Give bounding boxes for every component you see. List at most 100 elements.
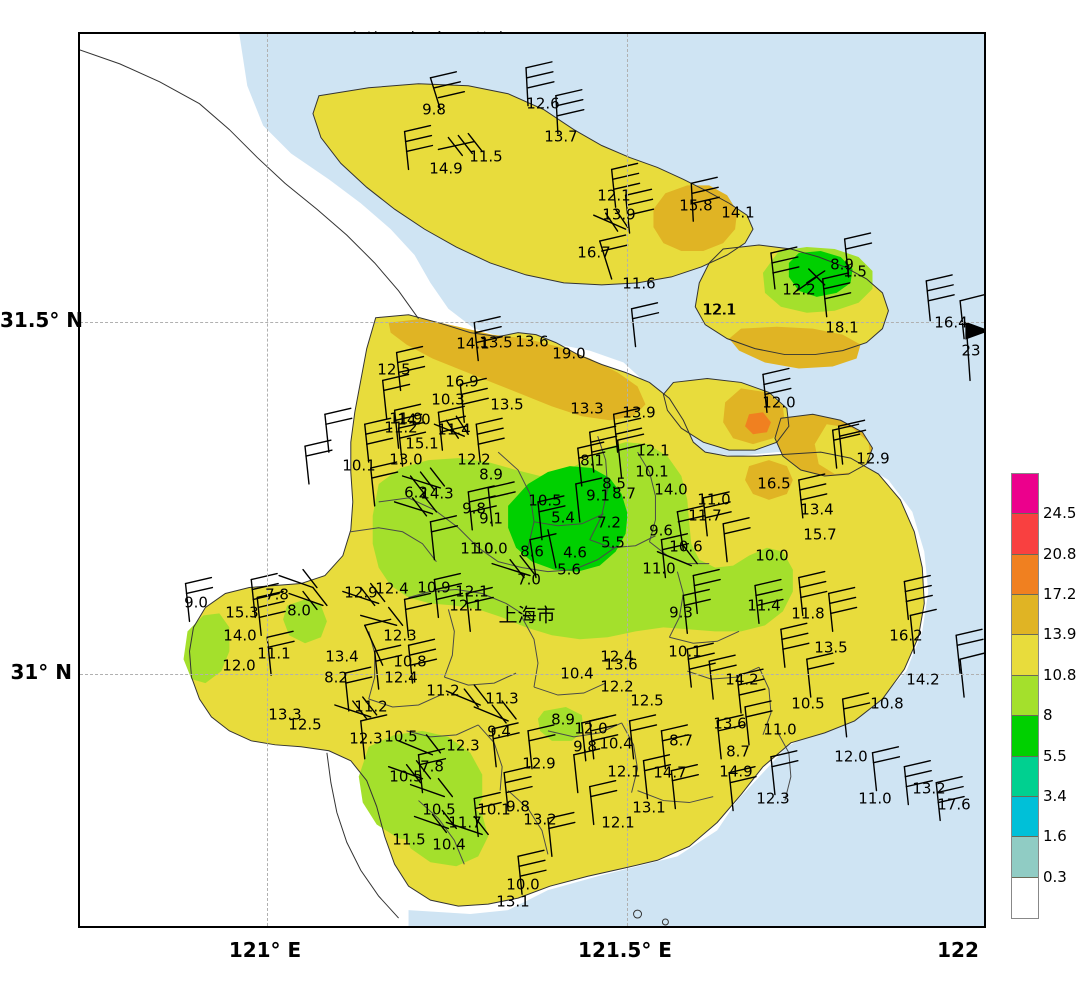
- wind-barb: [393, 403, 423, 449]
- station-value: 10.5: [384, 727, 418, 746]
- station-value: 13.9: [602, 205, 636, 224]
- wind-barb: [610, 162, 641, 208]
- station-value: 8.7: [612, 484, 636, 503]
- wind-barb: [437, 132, 483, 157]
- station-value: 10.0: [474, 539, 508, 558]
- city-label-shanghai: 上海市: [498, 604, 556, 627]
- wind-barb: [360, 606, 404, 627]
- wind-barb: [360, 714, 388, 760]
- station-value: 9.0: [184, 593, 208, 612]
- station-value: 10.5: [791, 694, 825, 713]
- wind-barb: [409, 777, 454, 798]
- wind-barb: [686, 642, 716, 688]
- station-value: 8.7: [726, 742, 750, 761]
- wind-barb-flag: [965, 321, 984, 382]
- wind-barb: [722, 517, 751, 563]
- map-plot-area[interactable]: 9.8 12.6 13.7 11.5 14.9 12.1 13.9 15.8 14.1 16.7 1…: [78, 32, 986, 928]
- station-value: 11.6: [622, 274, 656, 293]
- wind-band-8-10.8-west2: [283, 599, 327, 644]
- station-value: 11.0: [763, 720, 797, 739]
- colorbar-band: [1012, 837, 1038, 878]
- wind-barb: [364, 417, 394, 463]
- station-value: 11.4: [437, 420, 471, 439]
- station-value: 12.0: [222, 656, 256, 675]
- station-value: 12.0: [834, 747, 868, 766]
- station-value: 13.9: [622, 403, 656, 422]
- colorbar-band: [1012, 796, 1038, 838]
- colorbar-tick-label: 17.2: [1043, 585, 1077, 604]
- wind-barb: [682, 588, 711, 635]
- station-value: 10.5: [422, 800, 456, 819]
- station-value: 10.8: [393, 652, 427, 671]
- station-value: 14.2: [906, 670, 940, 689]
- station-value: 6.2: [404, 483, 428, 502]
- station-value: 9.4: [487, 722, 511, 741]
- station-value: 11.0: [460, 539, 494, 558]
- station-value: 1.5: [843, 262, 867, 281]
- wind-barb: [909, 608, 937, 654]
- station-value: 18.1: [825, 318, 859, 337]
- colorbar[interactable]: [1011, 473, 1039, 919]
- wind-band-8-10.8-east: [651, 577, 706, 628]
- wind-barb: [473, 700, 517, 724]
- station-value: 7.8: [265, 585, 289, 604]
- station-value: 13.7: [544, 127, 578, 146]
- wind-band-8-10.8-small-s: [537, 706, 584, 741]
- station-value: 10.1: [477, 800, 511, 819]
- wind-barb: [837, 419, 867, 465]
- station-value: 11.0: [858, 789, 892, 808]
- wind-barb: [417, 748, 447, 794]
- station-value: 8.9: [830, 255, 854, 274]
- wind-barb: [465, 586, 494, 633]
- station-value: 12.4: [600, 647, 634, 666]
- wind-barb: [642, 754, 672, 800]
- station-value: 10.1: [635, 462, 669, 481]
- wind-band-chongming: [312, 83, 754, 285]
- wind-barb: [630, 302, 660, 348]
- wind-barb: [491, 722, 520, 768]
- station-value: 13.2: [523, 810, 557, 829]
- wind-band-orange-hengsha: [729, 326, 861, 369]
- station-value: 14.3: [420, 484, 454, 503]
- wind-barb: [334, 696, 378, 720]
- colorbar-tick-label: 1.6: [1043, 827, 1067, 846]
- wind-barb: [256, 590, 286, 637]
- wind-barb: [429, 71, 465, 111]
- station-value: 10.5: [389, 767, 423, 786]
- colorbar-band: [1012, 716, 1038, 757]
- wind-barb: [616, 433, 646, 479]
- wind-barb: [599, 234, 629, 280]
- wind-distribution-map: [80, 34, 984, 926]
- station-value: 9.6: [649, 521, 673, 540]
- wind-barb: [437, 405, 467, 451]
- wind-barb: [871, 746, 901, 792]
- station-value: 14.1: [721, 203, 755, 222]
- wind-barb: [692, 568, 721, 615]
- wind-barb: [403, 592, 433, 638]
- wind-barbs: [184, 61, 984, 895]
- wind-barb: [770, 750, 799, 796]
- station-value: 10.4: [560, 664, 594, 683]
- station-value: 13.6: [604, 655, 638, 674]
- station-value: 13.0: [389, 450, 423, 469]
- station-value: 12.1: [703, 300, 737, 319]
- wind-barb: [843, 232, 873, 278]
- station-value: 16.9: [445, 372, 479, 391]
- station-value: 12.1: [455, 582, 489, 601]
- station-value: 11.7: [688, 506, 722, 525]
- station-value: 11.7: [448, 813, 482, 832]
- wind-barb: [798, 473, 828, 519]
- station-value: 15.7: [803, 525, 837, 544]
- wind-barb: [407, 638, 438, 684]
- station-value: 16.7: [577, 243, 611, 262]
- wind-barb: [555, 89, 585, 135]
- wind-barb: [690, 176, 720, 222]
- station-value: 9.8: [462, 499, 486, 518]
- colorbar-band: [1012, 595, 1038, 636]
- station-value: 10.6: [669, 537, 703, 556]
- wind-barb: [744, 700, 773, 746]
- wind-barb: [381, 373, 411, 419]
- station-value: 10.4: [432, 835, 466, 854]
- wind-barb: [393, 493, 438, 517]
- station-value: 12.1: [601, 813, 635, 832]
